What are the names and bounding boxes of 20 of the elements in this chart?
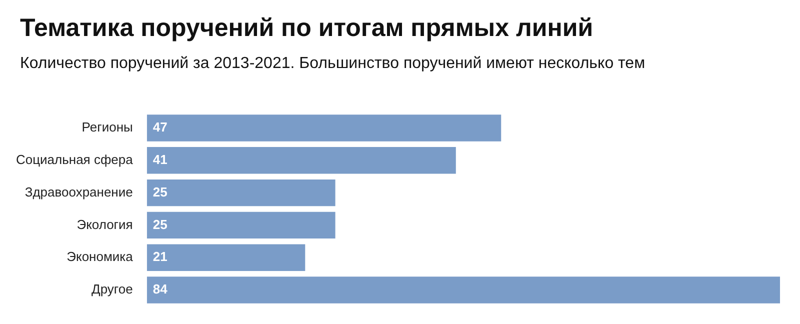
data-label: 41 [152,152,168,167]
data-label: 21 [152,249,168,264]
chart-subtitle: Количество поручений за 2013-2021. Большинство поручений имеют несколько тем [20,55,646,73]
bar [146,212,336,239]
data-label: 25 [152,216,168,232]
y-tick-label: Регионы [82,120,133,135]
y-tick-label: Социальная сфера [16,152,134,167]
y-tick-label: Экология [76,216,133,232]
bar [146,244,306,271]
bar [146,147,456,174]
bar [146,114,502,142]
data-label: 47 [152,120,168,135]
data-label: 25 [152,184,168,200]
y-tick-label: Другое [92,282,133,297]
chart-title: Тематика поручений по итогам прямых линий [20,14,594,43]
data-label: 84 [152,282,168,297]
y-tick-label: Здравоохранение [24,184,133,200]
bar [146,179,336,206]
bar [146,276,780,304]
y-tick-label: Экономика [66,249,134,264]
